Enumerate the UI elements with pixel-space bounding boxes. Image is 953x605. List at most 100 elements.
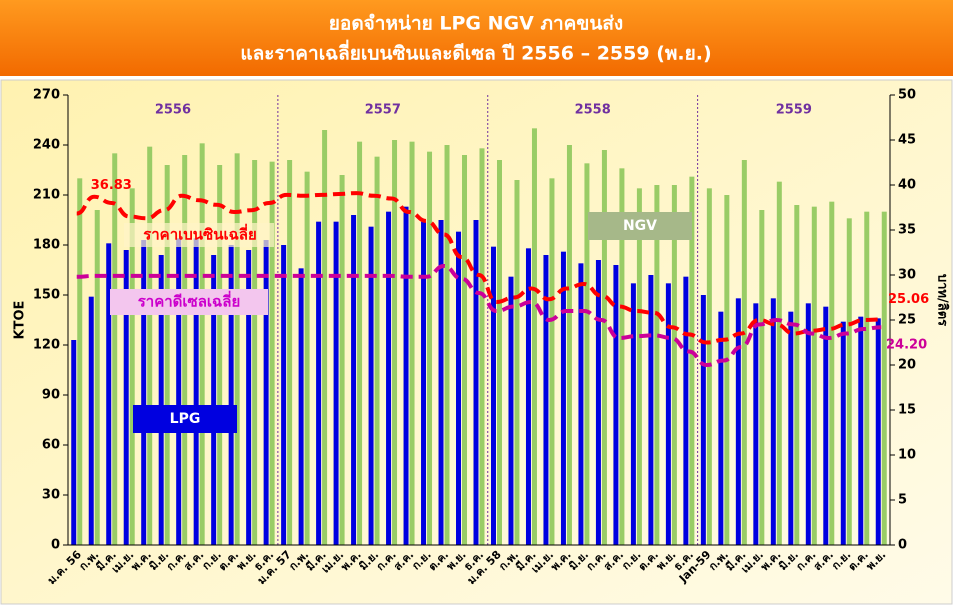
bar (252, 160, 258, 545)
bar (287, 160, 293, 545)
bar (462, 155, 468, 545)
bar (228, 245, 234, 545)
lpg-label-box (133, 405, 237, 433)
bar (374, 156, 380, 545)
bar (88, 296, 94, 545)
bar (304, 171, 310, 545)
bar (77, 178, 83, 546)
bar (246, 250, 252, 545)
bar (182, 155, 188, 545)
bar (351, 215, 357, 545)
y2-tick-label: 40 (898, 178, 916, 193)
bar (298, 268, 304, 545)
bar (578, 263, 584, 545)
y2-tick-label: 45 (898, 133, 916, 148)
bar (829, 201, 835, 545)
diesel-label-box (110, 289, 268, 315)
bar (683, 276, 689, 545)
bar (322, 130, 328, 545)
y-tick-label: 60 (42, 438, 60, 453)
bar (129, 188, 135, 546)
bar (339, 175, 345, 545)
bar (496, 160, 502, 545)
bar (735, 298, 741, 545)
y-tick-label: 270 (33, 88, 60, 103)
bar (840, 321, 846, 545)
y2-axis-title: บาท/ลิตร (935, 274, 950, 326)
bar (199, 143, 205, 546)
y2-tick-label: 20 (898, 358, 916, 373)
bar (106, 243, 112, 546)
y2-tick-label: 10 (898, 448, 916, 463)
bar (811, 206, 817, 545)
y-tick-label: 0 (51, 538, 60, 553)
bar (595, 260, 601, 545)
ngv-label-box (588, 212, 692, 240)
chart-title: ยอดจำหน่าย LPG NGV ภาคขนส่ง (329, 13, 623, 35)
year-label: 2558 (575, 103, 611, 118)
bar (71, 340, 77, 545)
annotation: 25.06 (888, 292, 929, 307)
year-label: 2559 (776, 103, 812, 118)
bar (193, 238, 199, 546)
bar (648, 275, 654, 545)
bar (164, 165, 170, 545)
bar (671, 185, 677, 545)
bar (525, 248, 531, 546)
bar (881, 211, 887, 545)
bar (112, 153, 118, 546)
bar (409, 141, 415, 545)
bar (718, 311, 724, 545)
y-tick-label: 30 (42, 488, 60, 503)
bar (438, 220, 444, 545)
bar (549, 178, 555, 546)
year-label: 2557 (365, 103, 401, 118)
title-bar (0, 0, 953, 76)
bar (875, 318, 881, 545)
bar (636, 188, 642, 546)
bar (386, 211, 392, 545)
year-label: 2556 (155, 103, 191, 118)
bar (211, 255, 217, 545)
bar (864, 211, 870, 545)
bar (392, 140, 398, 545)
bar (601, 150, 607, 545)
bar (770, 298, 776, 545)
bar (560, 251, 566, 545)
bar (619, 168, 625, 546)
bar (147, 146, 153, 545)
bar (217, 165, 223, 545)
bar (788, 311, 794, 545)
bar (473, 220, 479, 545)
legend-label: NGV (623, 218, 657, 234)
y2-tick-label: 35 (898, 223, 916, 238)
bar (176, 238, 182, 546)
y-tick-label: 180 (33, 238, 60, 253)
bar (456, 231, 462, 545)
bar (357, 141, 363, 545)
legend-label: LPG (170, 411, 201, 427)
y2-tick-label: 5 (898, 493, 907, 508)
chart-title: และราคาเฉลี่ยเบนซินและดีเซล ปี 2556 – 25… (240, 40, 711, 65)
bar (858, 316, 864, 545)
legend-label: ราคาเบนซินเฉลี่ย (143, 224, 257, 244)
bar (444, 145, 450, 545)
bar (543, 255, 549, 545)
bar (479, 148, 485, 546)
bar (776, 181, 782, 545)
bar (403, 206, 409, 545)
bar (689, 176, 695, 545)
line (76, 263, 882, 368)
bar (700, 295, 706, 545)
bar (584, 163, 590, 546)
bar (333, 221, 339, 545)
bar (427, 151, 433, 545)
bar (281, 245, 287, 545)
bar (508, 276, 514, 545)
y-tick-label: 90 (42, 388, 60, 403)
bar (234, 153, 240, 546)
line (76, 191, 882, 345)
bar (724, 195, 730, 545)
y2-tick-label: 50 (898, 88, 916, 103)
y2-tick-label: 30 (898, 268, 916, 283)
